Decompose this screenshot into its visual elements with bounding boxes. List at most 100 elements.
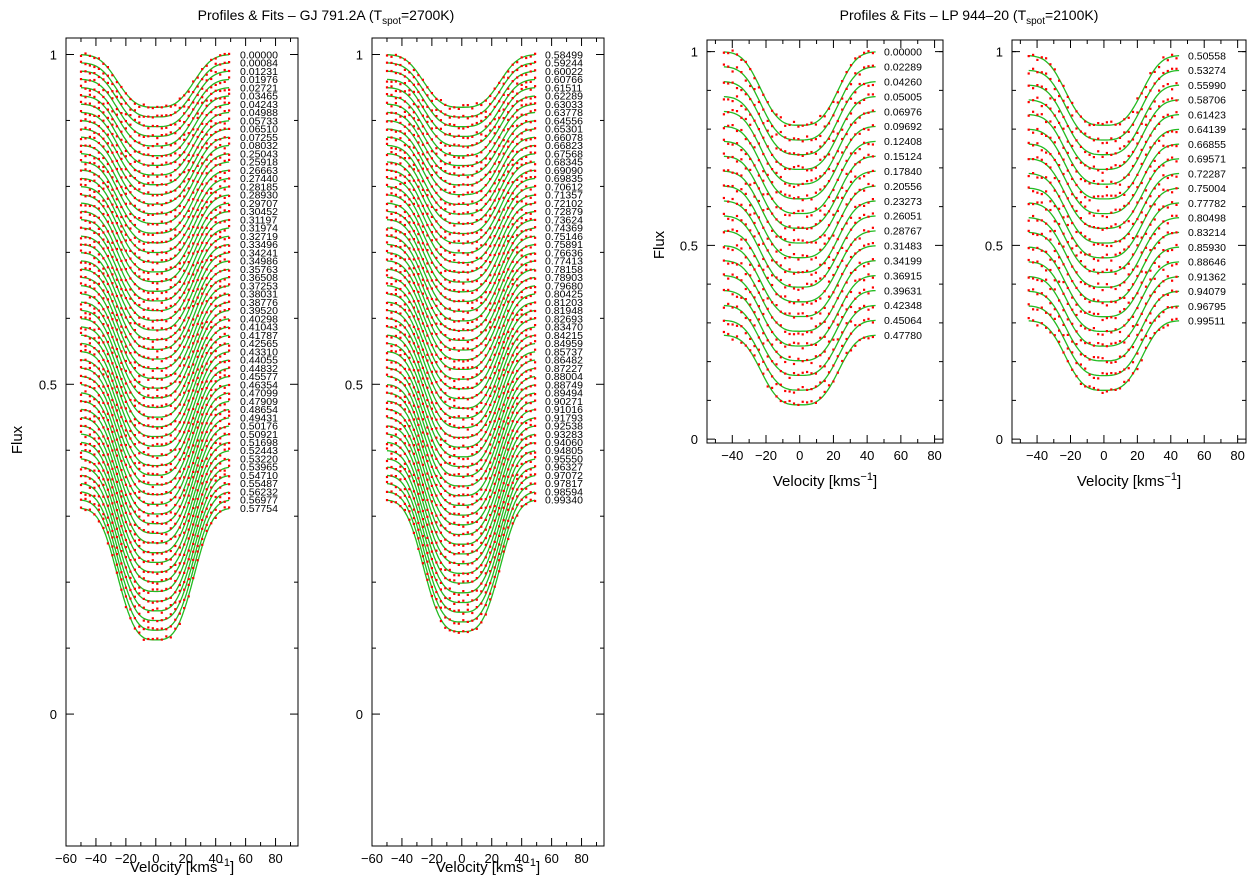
data-point [448,587,451,590]
data-point [507,268,510,271]
data-point [219,206,222,209]
data-point [534,85,537,88]
data-point [174,246,177,249]
data-point [88,227,91,230]
data-point [124,476,127,479]
data-point [403,367,406,370]
data-point [138,625,141,628]
fit-line [386,169,536,244]
data-point [529,212,532,215]
data-point [403,284,406,287]
data-point [84,163,87,166]
data-point [120,534,123,537]
data-point [142,500,145,503]
data-point [471,164,474,168]
data-point [435,115,438,118]
data-point [462,560,465,563]
data-point [529,151,532,154]
data-point [836,221,839,224]
data-point [223,392,226,395]
data-point [102,119,105,122]
data-point [520,122,523,126]
data-point [115,198,118,201]
data-point [147,182,150,185]
data-point [201,466,204,469]
data-point [507,191,510,194]
data-point [412,360,415,363]
data-point [475,423,478,427]
data-point [228,260,231,263]
data-point [448,494,451,497]
data-point [223,473,226,476]
data-point [845,172,848,175]
data-point [457,426,460,429]
x-axis-label: Velocity [kms−1] [773,471,877,490]
data-point [192,431,195,434]
data-point [529,196,532,199]
data-point [129,257,132,260]
data-point [749,337,752,340]
data-point [466,398,469,401]
data-point [534,269,537,272]
data-point [399,231,402,234]
data-point [430,127,433,130]
data-point [766,145,769,148]
data-point [165,617,168,620]
data-point [79,84,83,87]
data-point [169,423,172,426]
x-tick-label: −20 [115,851,137,866]
data-point [871,124,874,127]
data-point [124,483,127,486]
data-point [525,113,528,116]
data-point [399,96,402,99]
data-point [493,309,496,312]
data-point [97,309,100,312]
data-point [448,107,451,110]
data-point [178,221,181,224]
data-point [93,469,96,472]
data-point [731,155,734,159]
data-point [147,447,150,450]
data-point [214,380,217,383]
data-point [214,516,217,519]
data-point [93,420,96,423]
data-point [457,534,460,537]
data-point [120,294,123,297]
data-point [111,387,114,390]
data-point [871,258,874,261]
data-point [749,98,752,101]
data-point [138,592,141,595]
data-point [841,80,844,83]
data-point [814,152,817,155]
data-point [79,138,83,141]
data-point [421,330,424,333]
data-point [174,283,177,286]
data-point [394,269,397,272]
data-point [810,400,813,403]
data-point [84,328,87,331]
data-point [111,449,114,452]
data-point [138,586,141,589]
data-point [165,491,168,494]
data-point [124,127,127,130]
data-point [466,608,469,611]
data-point [385,86,389,89]
data-point [403,223,406,227]
data-point [516,278,519,281]
data-point [412,315,415,318]
data-point [97,184,100,187]
data-point [849,305,853,309]
data-point [142,619,145,622]
data-point [858,132,861,135]
data-point [142,210,145,213]
data-point [183,598,186,601]
data-point [106,116,109,119]
data-point [385,128,389,131]
data-point [475,181,478,184]
data-point [836,252,839,255]
data-point [129,429,132,433]
data-point [534,151,537,154]
data-point [111,326,114,330]
data-point [111,494,114,497]
data-point [775,171,778,174]
